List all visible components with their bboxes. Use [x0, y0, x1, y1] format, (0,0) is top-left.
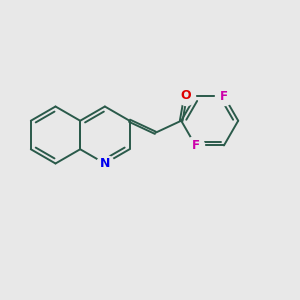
Text: F: F: [191, 139, 200, 152]
Text: N: N: [100, 157, 110, 170]
Text: O: O: [180, 89, 191, 102]
Text: F: F: [220, 90, 228, 103]
